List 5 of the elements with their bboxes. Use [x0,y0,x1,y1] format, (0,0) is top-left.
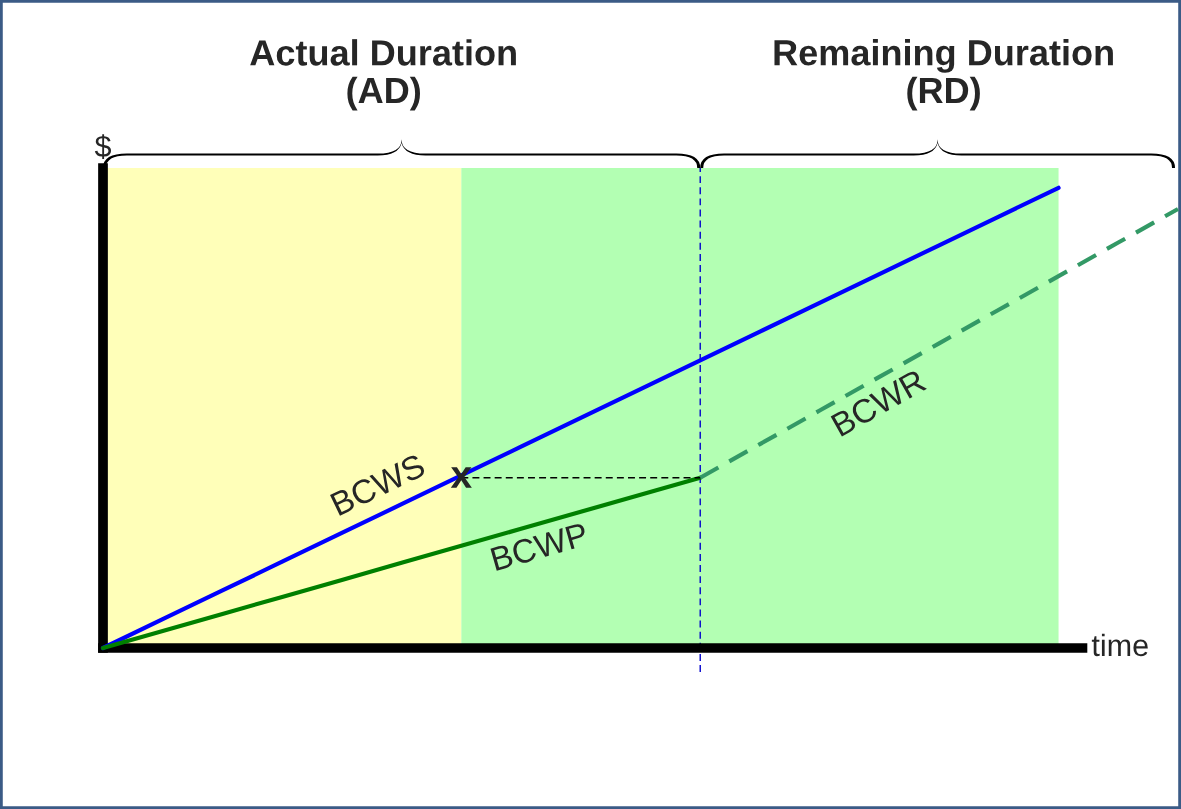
y-axis-title: $ [94,134,111,159]
text: Remaining Duration (RD) [774,38,1113,111]
text: BCWP [490,522,589,572]
text: Actual Duration (AD) [250,39,516,111]
x-axis-title: time [1091,633,1148,657]
